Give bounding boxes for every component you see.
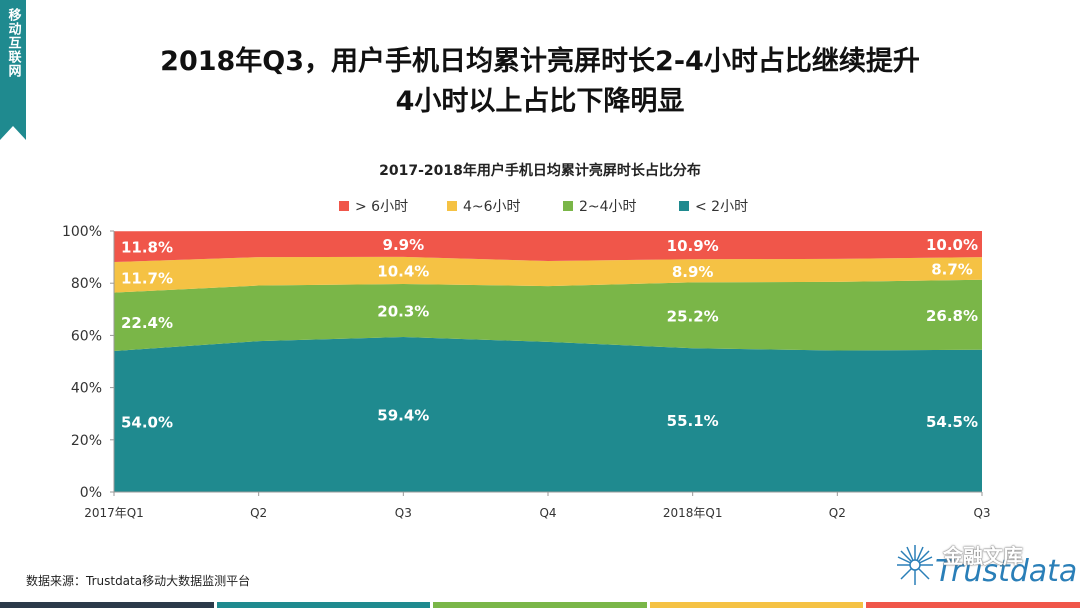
data-label: 55.1% — [667, 412, 719, 430]
series-area-2 — [114, 256, 982, 293]
data-label: 9.9% — [383, 236, 425, 254]
logo-name: Trustdata — [935, 554, 1078, 589]
data-label: 8.9% — [672, 263, 714, 281]
y-tick-label: 80% — [71, 276, 102, 292]
legend-label: < 2小时 — [695, 199, 748, 215]
bottom-bar-segment — [866, 602, 1080, 608]
trustdata-logo: Trustdata 金融文库 — [895, 540, 1077, 590]
x-tick-label: Q4 — [539, 506, 556, 520]
series-area-3 — [114, 231, 982, 263]
chart-title: 2017-2018年用户手机日均累计亮屏时长占比分布 — [379, 163, 701, 179]
y-tick-label: 60% — [71, 328, 102, 344]
page-headline: 2018年Q3，用户手机日均累计亮屏时长2-4小时占比继续提升 4小时以上占比下… — [60, 42, 1020, 122]
legend-label: 2~4小时 — [579, 199, 637, 215]
y-tick-label: 40% — [71, 381, 102, 397]
bottom-bar-segment — [216, 602, 431, 608]
bottom-bar-segment — [649, 602, 864, 608]
x-tick-label: Q3 — [973, 506, 990, 520]
x-tick-label: Q2 — [250, 506, 267, 520]
legend-swatch — [339, 201, 349, 211]
data-label: 11.7% — [121, 269, 173, 287]
data-label: 10.9% — [667, 237, 719, 255]
data-source: 数据来源：Trustdata移动大数据监测平台 — [26, 574, 251, 588]
data-label: 25.2% — [667, 307, 719, 325]
section-tab: 移动互联网 — [0, 0, 26, 140]
data-label: 59.4% — [377, 406, 429, 424]
x-tick-label: Q2 — [829, 506, 846, 520]
legend-label: > 6小时 — [355, 199, 408, 215]
data-label: 10.4% — [377, 262, 429, 280]
y-tick-label: 20% — [71, 433, 102, 449]
series-area-1 — [114, 279, 982, 352]
y-tick-label: 100% — [62, 224, 102, 240]
headline-line-1: 2018年Q3，用户手机日均累计亮屏时长2-4小时占比继续提升 — [160, 46, 920, 77]
x-tick-label: Q3 — [395, 506, 412, 520]
series-area-0 — [114, 336, 982, 492]
x-tick-label: 2017年Q1 — [84, 506, 144, 520]
bottom-color-bar — [0, 602, 1080, 608]
legend-label: 4~6小时 — [463, 199, 521, 215]
data-label: 11.8% — [121, 239, 173, 257]
section-tab-label: 移动互联网 — [5, 8, 21, 78]
legend-swatch — [563, 201, 573, 211]
data-label: 26.8% — [926, 307, 978, 325]
legend-swatch — [447, 201, 457, 211]
data-label: 20.3% — [377, 302, 429, 320]
data-label: 22.4% — [121, 314, 173, 332]
data-label: 8.7% — [931, 260, 973, 278]
bottom-bar-segment — [433, 602, 647, 608]
logo-burst-icon — [897, 545, 933, 585]
x-tick-label: 2018年Q1 — [663, 506, 723, 520]
legend-swatch — [679, 201, 689, 211]
logo-brand: 金融文库 — [943, 544, 1023, 568]
bottom-bar-segment — [0, 602, 214, 608]
data-label: 54.0% — [121, 414, 173, 432]
data-label: 54.5% — [926, 413, 978, 431]
y-tick-label: 0% — [80, 485, 102, 501]
data-label: 10.0% — [926, 236, 978, 254]
headline-line-2: 4小时以上占比下降明显 — [395, 86, 685, 117]
